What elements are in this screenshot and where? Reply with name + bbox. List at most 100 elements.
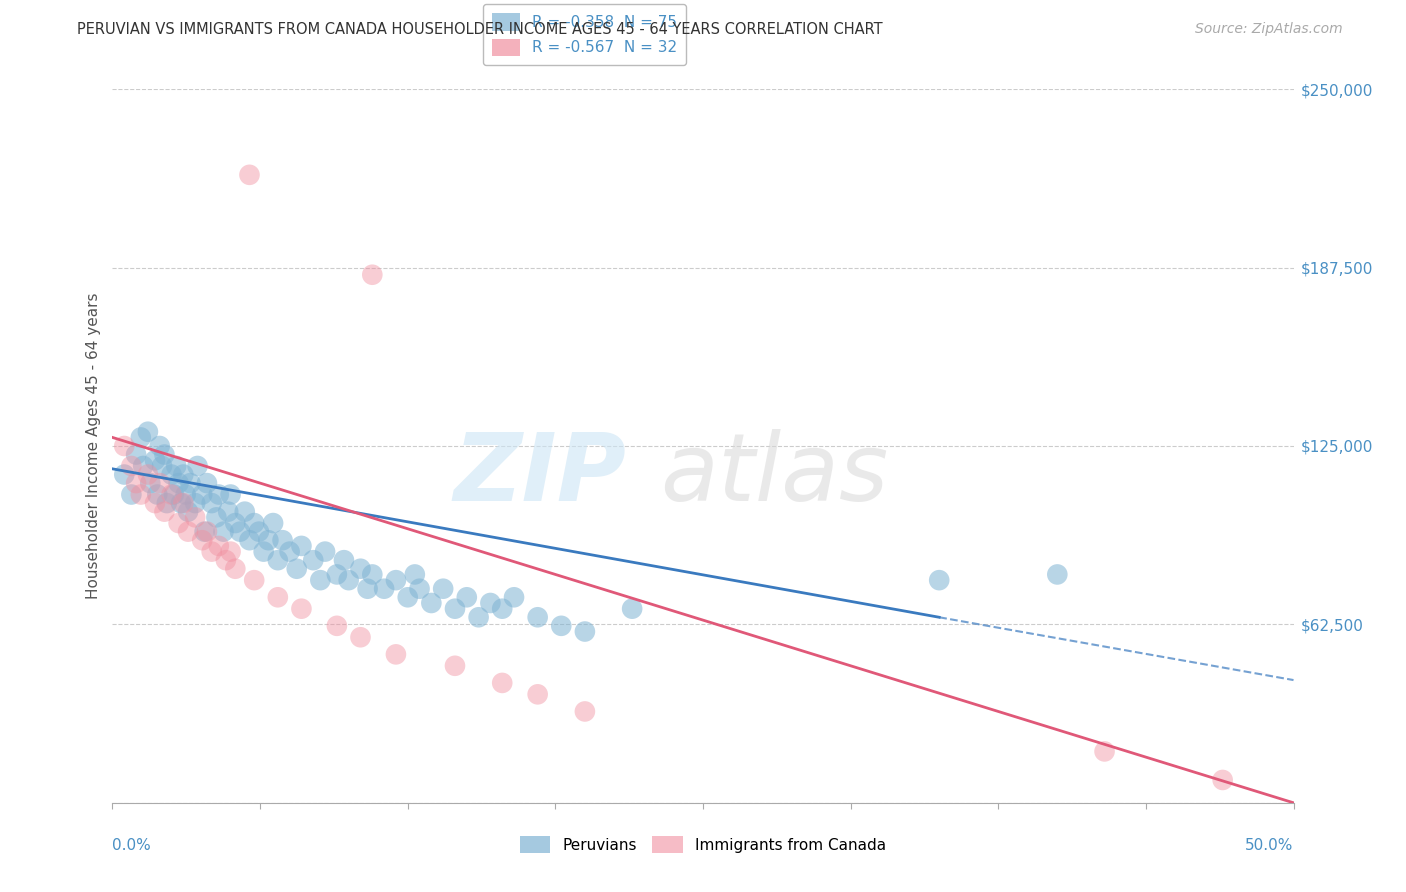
Text: Source: ZipAtlas.com: Source: ZipAtlas.com	[1195, 22, 1343, 37]
Point	[267, 553, 290, 567]
Point	[172, 496, 194, 510]
Point	[238, 168, 260, 182]
Point	[184, 496, 207, 510]
Point	[186, 458, 208, 473]
Point	[195, 476, 218, 491]
Point	[253, 544, 276, 558]
Point	[243, 573, 266, 587]
Point	[179, 476, 201, 491]
Point	[574, 624, 596, 639]
Point	[928, 573, 950, 587]
Point	[136, 467, 159, 482]
Point	[444, 601, 467, 615]
Point	[215, 553, 238, 567]
Point	[112, 439, 135, 453]
Point	[125, 476, 148, 491]
Legend: Peruvians, Immigrants from Canada: Peruvians, Immigrants from Canada	[513, 830, 893, 859]
Point	[267, 591, 290, 605]
Point	[1094, 744, 1116, 758]
Text: 50.0%: 50.0%	[1246, 838, 1294, 854]
Text: PERUVIAN VS IMMIGRANTS FROM CANADA HOUSEHOLDER INCOME AGES 45 - 64 YEARS CORRELA: PERUVIAN VS IMMIGRANTS FROM CANADA HOUSE…	[77, 22, 883, 37]
Point	[503, 591, 526, 605]
Point	[444, 658, 467, 673]
Point	[167, 516, 190, 530]
Point	[456, 591, 478, 605]
Point	[160, 467, 183, 482]
Point	[420, 596, 443, 610]
Point	[479, 596, 502, 610]
Point	[526, 687, 548, 701]
Point	[491, 676, 513, 690]
Point	[174, 487, 197, 501]
Point	[309, 573, 332, 587]
Point	[163, 487, 186, 501]
Point	[314, 544, 336, 558]
Point	[224, 516, 246, 530]
Point	[229, 524, 252, 539]
Point	[396, 591, 419, 605]
Point	[143, 453, 166, 467]
Point	[153, 448, 176, 462]
Point	[278, 544, 301, 558]
Point	[467, 610, 489, 624]
Y-axis label: Householder Income Ages 45 - 64 years: Householder Income Ages 45 - 64 years	[86, 293, 101, 599]
Point	[385, 648, 408, 662]
Point	[432, 582, 454, 596]
Point	[361, 567, 384, 582]
Point	[356, 582, 378, 596]
Point	[129, 430, 152, 444]
Point	[1212, 772, 1234, 787]
Point	[156, 496, 179, 510]
Point	[550, 619, 572, 633]
Point	[201, 544, 224, 558]
Point	[172, 467, 194, 482]
Point	[165, 458, 187, 473]
Point	[205, 510, 228, 524]
Point	[219, 487, 242, 501]
Point	[201, 496, 224, 510]
Point	[349, 562, 371, 576]
Point	[361, 268, 384, 282]
Point	[177, 505, 200, 519]
Point	[136, 425, 159, 439]
Point	[243, 516, 266, 530]
Point	[139, 476, 162, 491]
Point	[149, 439, 172, 453]
Point	[1046, 567, 1069, 582]
Point	[526, 610, 548, 624]
Point	[233, 505, 256, 519]
Point	[262, 516, 284, 530]
Text: ZIP: ZIP	[453, 428, 626, 521]
Point	[385, 573, 408, 587]
Point	[112, 467, 135, 482]
Point	[150, 458, 173, 473]
Point	[146, 487, 169, 501]
Point	[191, 487, 214, 501]
Point	[194, 524, 217, 539]
Point	[160, 487, 183, 501]
Point	[184, 510, 207, 524]
Point	[408, 582, 430, 596]
Point	[621, 601, 644, 615]
Point	[208, 539, 231, 553]
Point	[212, 524, 235, 539]
Point	[120, 487, 142, 501]
Point	[177, 524, 200, 539]
Point	[217, 505, 239, 519]
Point	[326, 567, 349, 582]
Point	[333, 553, 356, 567]
Point	[120, 458, 142, 473]
Point	[349, 630, 371, 644]
Point	[337, 573, 360, 587]
Point	[290, 539, 312, 553]
Point	[491, 601, 513, 615]
Point	[326, 619, 349, 633]
Point	[195, 524, 218, 539]
Point	[404, 567, 426, 582]
Point	[257, 533, 280, 548]
Point	[125, 448, 148, 462]
Point	[574, 705, 596, 719]
Point	[167, 476, 190, 491]
Point	[302, 553, 325, 567]
Point	[290, 601, 312, 615]
